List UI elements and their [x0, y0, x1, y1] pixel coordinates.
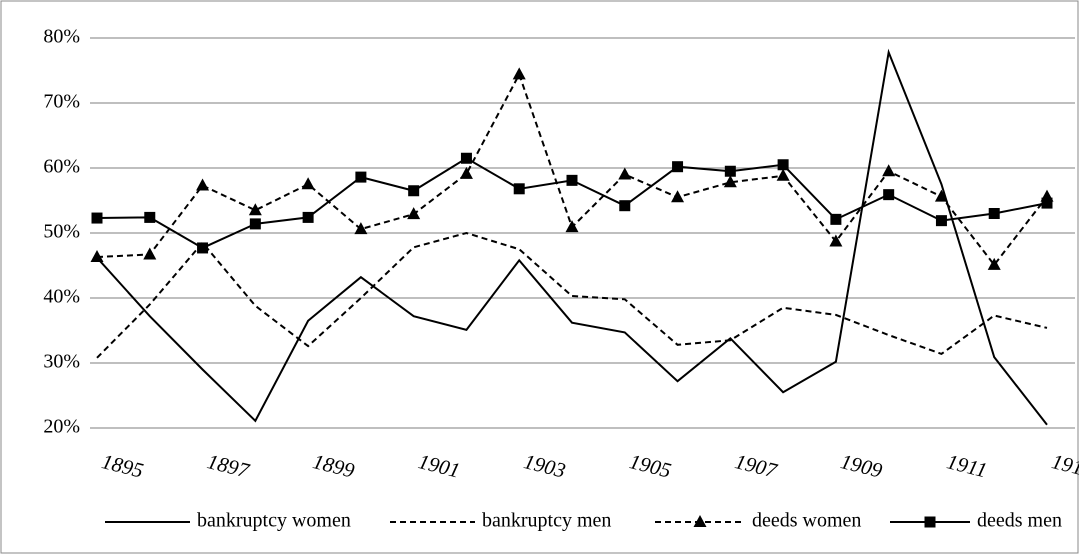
marker: [407, 207, 421, 220]
marker: [459, 166, 473, 179]
marker: [355, 171, 367, 183]
y-tick-label: 70%: [43, 91, 80, 113]
marker: [565, 220, 579, 233]
marker: [672, 161, 684, 173]
marker: [354, 222, 368, 235]
legend-label: bankruptcy women: [197, 510, 351, 532]
marker: [724, 165, 736, 177]
marker: [830, 213, 842, 225]
marker: [829, 234, 843, 247]
marker: [935, 215, 947, 227]
marker: [248, 203, 262, 216]
series-line: [96, 48, 1048, 426]
y-tick-label: 20%: [43, 416, 80, 438]
marker: [934, 189, 948, 202]
marker: [619, 200, 631, 212]
y-tick-label: 80%: [43, 26, 80, 48]
y-tick-label: 40%: [43, 286, 80, 308]
legend-marker: [924, 516, 936, 528]
marker: [408, 185, 420, 197]
y-tick-label: 30%: [43, 351, 80, 373]
y-tick-label: 60%: [43, 156, 80, 178]
marker: [196, 178, 210, 191]
marker: [566, 174, 578, 186]
marker: [988, 208, 1000, 219]
marker: [460, 152, 472, 164]
marker: [1041, 197, 1053, 209]
y-tick-label: 50%: [43, 221, 80, 243]
legend-label: deeds men: [977, 510, 1062, 532]
marker: [618, 167, 632, 180]
marker: [777, 159, 789, 171]
marker: [302, 211, 314, 223]
marker: [513, 183, 525, 195]
marker: [144, 211, 156, 223]
marker: [512, 67, 526, 80]
marker: [882, 164, 896, 177]
marker: [90, 250, 104, 263]
marker: [987, 257, 1001, 270]
legend-marker: [693, 515, 707, 527]
marker: [671, 190, 685, 203]
marker: [301, 177, 315, 190]
legend-label: deeds women: [752, 510, 861, 532]
marker: [143, 247, 157, 260]
marker: [91, 212, 103, 224]
marker: [723, 175, 737, 188]
legend-label: bankruptcy men: [482, 510, 611, 532]
marker: [776, 168, 790, 181]
marker: [249, 218, 261, 230]
marker: [883, 189, 895, 201]
marker: [197, 242, 209, 254]
